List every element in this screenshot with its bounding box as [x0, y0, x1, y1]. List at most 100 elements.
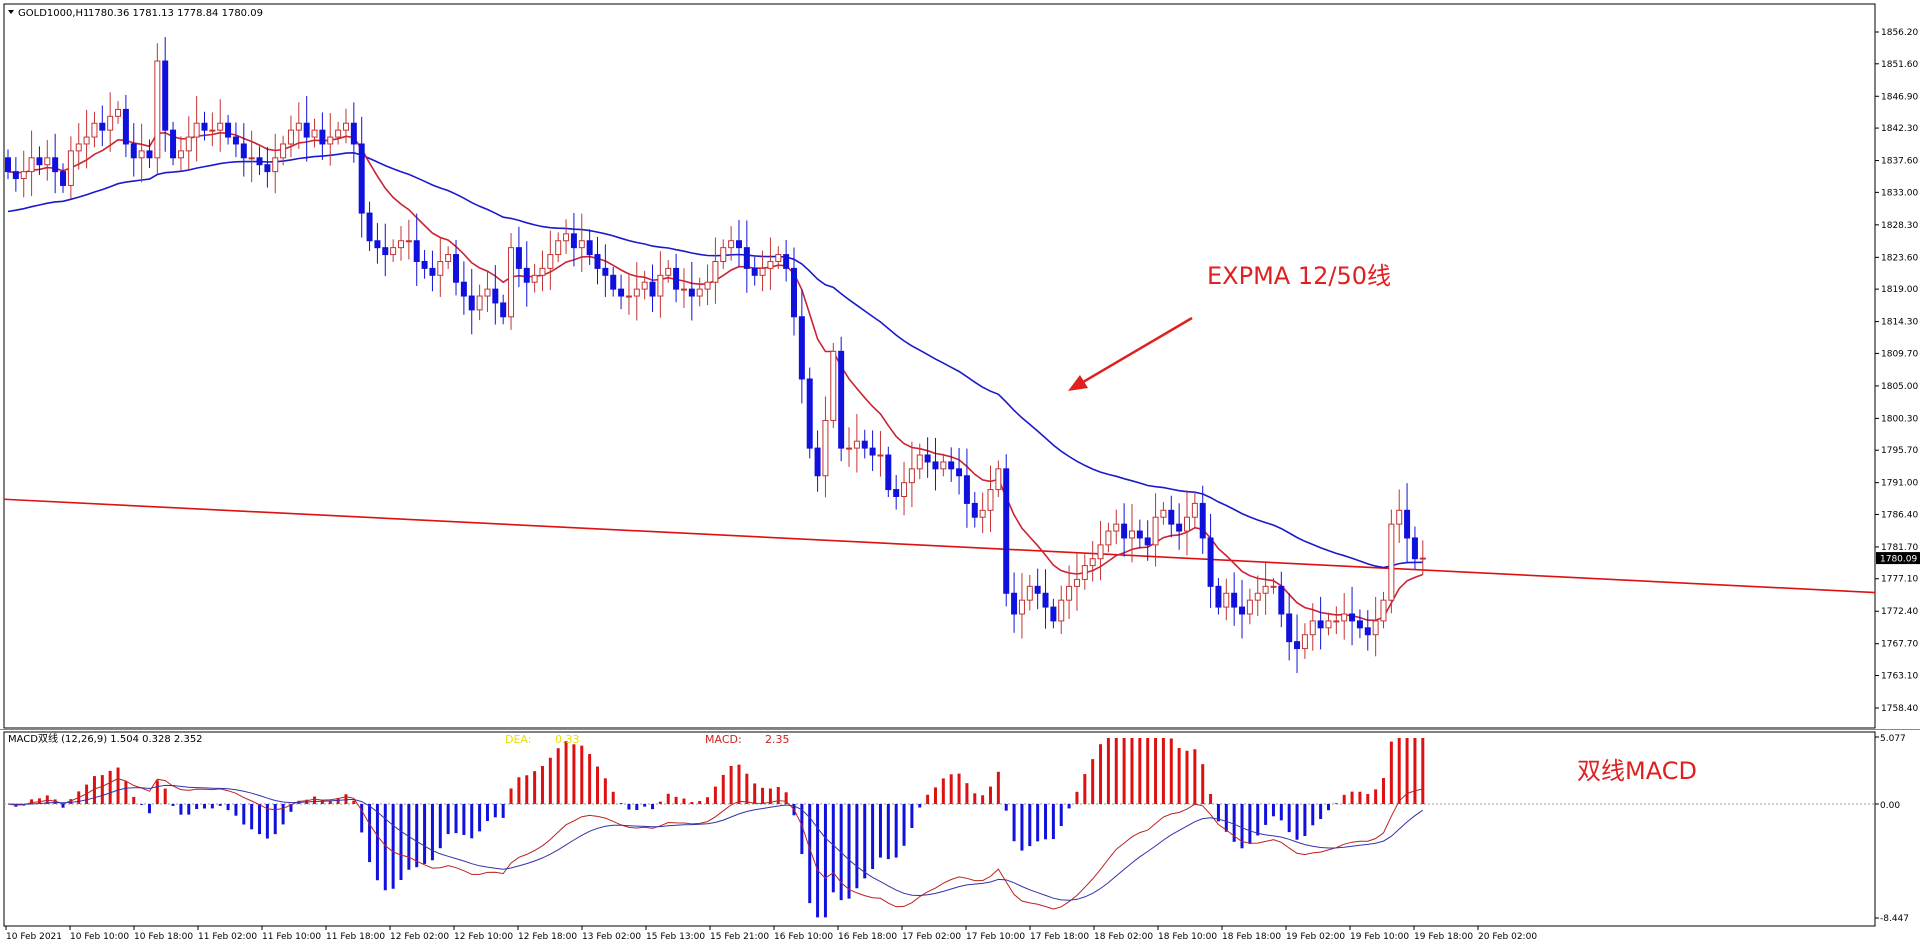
candle-body — [358, 143, 365, 214]
triangle-down-icon[interactable] — [8, 10, 14, 14]
candle-body — [217, 122, 224, 131]
candle-body — [83, 136, 90, 145]
ohlc-readout: 1780.36 1781.13 1778.84 1780.09 — [88, 8, 263, 19]
time-axis-label: 12 Feb 02:00 — [390, 932, 449, 942]
dea-value: 0.33 — [555, 733, 580, 746]
candle-body — [602, 267, 609, 276]
candle-body — [743, 247, 750, 269]
candle-body — [759, 267, 766, 276]
candle-body — [987, 489, 994, 511]
candle-body — [971, 502, 978, 518]
price-tick-label: 1786.40 — [1881, 510, 1918, 520]
candle-body — [91, 122, 98, 138]
candle-body — [232, 136, 239, 145]
candle-body — [586, 240, 593, 256]
candle-body — [280, 143, 287, 159]
candle-body — [484, 288, 491, 297]
candle-body — [1097, 544, 1104, 560]
price-panel-frame — [3, 3, 1876, 729]
candle-body — [885, 454, 892, 491]
candle-body — [12, 171, 19, 180]
time-axis-label: 17 Feb 18:00 — [1030, 932, 1089, 942]
candle-body — [44, 157, 51, 166]
time-axis-label: 15 Feb 21:00 — [710, 932, 769, 942]
candle-body — [979, 509, 986, 518]
candle-body — [185, 136, 192, 152]
candle-body — [398, 240, 404, 249]
signal-line — [7, 784, 1424, 901]
time-axis-label: 11 Feb 02:00 — [198, 932, 257, 942]
candle-body — [830, 350, 837, 421]
candle-body — [751, 267, 758, 276]
candle-body — [256, 157, 263, 166]
candle-body — [783, 254, 790, 269]
price-tick-label: 1814.30 — [1881, 318, 1918, 328]
candle-body — [1309, 620, 1316, 636]
price-tick-label: 1767.70 — [1881, 640, 1918, 650]
price-tick-label: 1781.70 — [1881, 543, 1918, 553]
candle-body — [963, 475, 970, 504]
candle-body — [201, 122, 208, 131]
macd-label: MACD: — [705, 733, 742, 746]
candle-body — [956, 468, 963, 477]
candle-body — [720, 247, 727, 262]
price-tick-label: 1772.40 — [1881, 607, 1918, 617]
candle-body — [1411, 537, 1418, 560]
candle-body — [1176, 523, 1183, 532]
candle-body — [445, 254, 452, 262]
candle-body — [146, 150, 153, 159]
time-axis-label: 20 Feb 02:00 — [1478, 932, 1537, 942]
time-axis-label: 15 Feb 13:00 — [646, 932, 705, 942]
candle-body — [1184, 516, 1190, 532]
candle-body — [641, 281, 648, 290]
candle-body — [390, 247, 397, 256]
candle-body — [1246, 599, 1253, 615]
candle-body — [1278, 585, 1285, 615]
candle-body — [1356, 620, 1363, 629]
candle-body — [437, 260, 444, 276]
candle-body — [60, 171, 67, 186]
trendline[interactable] — [3, 498, 1876, 594]
candle-body — [673, 267, 680, 290]
candle-body — [1396, 509, 1403, 525]
candle-body — [130, 143, 137, 159]
candle-body — [1144, 537, 1151, 546]
macd-tick-bottom: -8.447 — [1880, 914, 1909, 924]
candle-body — [453, 254, 460, 283]
time-axis-label: 18 Feb 18:00 — [1222, 932, 1281, 942]
candle-body — [492, 288, 499, 304]
candle-body — [193, 122, 200, 138]
candle-body — [1136, 530, 1143, 539]
candle-body — [1066, 585, 1073, 601]
candle-body — [1011, 592, 1018, 615]
price-tick-label: 1777.10 — [1881, 575, 1918, 585]
candle-body — [853, 440, 860, 449]
candle-body — [1003, 468, 1010, 594]
candle-body — [1294, 641, 1301, 650]
candle-body — [177, 150, 184, 159]
candle-body — [382, 247, 389, 256]
candle-body — [1341, 613, 1348, 622]
candle-body — [1018, 599, 1025, 615]
candle-body — [735, 240, 742, 249]
candle-body — [52, 157, 59, 173]
candle-body — [1372, 620, 1379, 636]
candle-body — [1058, 599, 1065, 622]
candle-body — [523, 267, 530, 283]
price-tick-label: 1795.70 — [1881, 446, 1918, 456]
macd-indicator-title[interactable]: MACD双线 (12,26,9) 1.504 0.328 2.352 — [8, 732, 203, 745]
candle-body — [657, 274, 664, 297]
candle-body — [688, 288, 695, 297]
candle-body — [1081, 565, 1088, 580]
candle-body — [1042, 592, 1049, 608]
candle-body — [908, 468, 915, 484]
price-tick-label: 1791.00 — [1881, 479, 1918, 489]
time-axis-label: 10 Feb 2021 — [6, 932, 62, 942]
dea-label: DEA: — [505, 733, 531, 746]
candle-body — [1262, 585, 1269, 594]
candle-body — [806, 378, 813, 449]
price-tick-label: 1851.60 — [1881, 60, 1918, 70]
candle-body — [1207, 537, 1214, 587]
candle-body — [1404, 509, 1411, 539]
